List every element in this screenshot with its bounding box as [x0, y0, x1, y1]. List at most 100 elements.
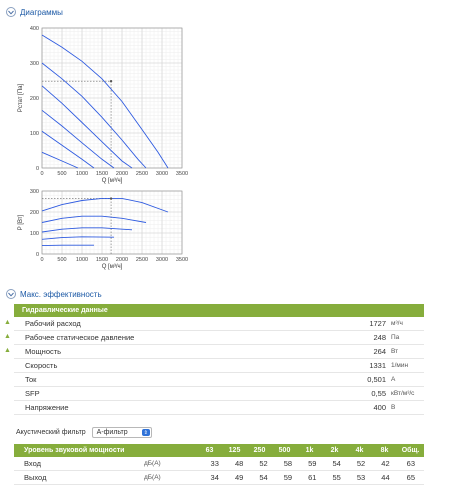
pressure-chart-y-axis-label: Pстат [Па] — [18, 84, 24, 113]
sound-power-table: Уровень звуковой мощности 63 125 250 500 1k 2… — [14, 444, 424, 485]
power-chart-y-tick-label: 200 — [30, 210, 39, 216]
sound-value-cell: 44 — [381, 473, 390, 482]
sound-band-header: 500 — [278, 447, 291, 454]
hydraulic-row-label: Рабочий расход — [25, 319, 81, 328]
pressure-chart-svg: 0 500 1000 1500 2000 2500 3000 3500 0 100 200 300 40… — [18, 26, 188, 184]
sound-band-header: 8k — [380, 447, 389, 454]
pressure-chart-y-tick-label: 300 — [30, 61, 39, 67]
power-chart-x-tick-label: 1500 — [96, 257, 108, 263]
hydraulic-row-value: 1727 — [369, 319, 386, 328]
pressure-chart-y-tick-label: 200 — [30, 96, 39, 102]
power-chart-y-tick-label: 300 — [30, 189, 39, 195]
sound-value-cell: 59 — [283, 473, 293, 482]
hydraulic-row-value: 248 — [373, 333, 386, 342]
pressure-chart-y-tick-label: 400 — [30, 26, 39, 32]
acoustic-filter-select[interactable]: А-фильтр ⇕ — [91, 427, 152, 438]
pressure-chart-x-tick-label: 2000 — [116, 171, 128, 177]
diagrams-section-header[interactable]: Диаграммы — [6, 6, 63, 18]
sound-value-cell: 58 — [283, 459, 293, 468]
pressure-chart-x-tick-label: 2500 — [136, 171, 148, 177]
hydraulic-row: ▲ Рабочее статическое давление 248 Па — [4, 331, 424, 345]
sound-row-unit: дБ(А) — [144, 460, 161, 467]
sound-band-header: 1k — [305, 447, 314, 454]
sound-header-label: Уровень звуковой мощности — [24, 447, 125, 454]
pressure-chart-series-line — [41, 62, 147, 169]
chevron-down-icon[interactable] — [6, 289, 16, 299]
hydraulic-data-table: Гидравлические данные ▲ Рабочий расход 172… — [4, 304, 424, 415]
sound-row-label: Выход — [24, 473, 47, 482]
pressure-chart-series-line — [41, 151, 79, 169]
power-chart-x-tick-label: 1000 — [76, 257, 88, 263]
select-arrows-icon[interactable]: ⇕ — [141, 429, 150, 436]
hydraulic-row: ▲ Мощность 264 Вт — [4, 345, 424, 359]
pressure-chart-y-tick-label: 0 — [36, 166, 39, 172]
sound-value-cell: 34 — [210, 473, 219, 482]
power-chart-y-axis-label: P [Вт] — [18, 214, 24, 230]
power-chart-operating-point-marker — [109, 197, 113, 200]
power-chart-plot-frame — [41, 190, 183, 255]
sound-value-cell: 53 — [356, 473, 366, 482]
power-chart: 0 500 1000 1500 2000 2500 3000 3500 0 100 200 300 Q … — [0, 185, 200, 277]
sound-value-cell: 42 — [381, 459, 390, 468]
sound-value-cell: 63 — [406, 459, 415, 468]
sound-value-cell: 54 — [259, 473, 268, 482]
acoustic-filter-label: Акустический фильтр — [16, 429, 86, 436]
hydraulic-row: SFP 0,55 кВт/м³/с — [14, 387, 424, 401]
power-chart-x-tick-label: 2000 — [116, 257, 128, 263]
power-chart-x-tick-label: 0 — [40, 257, 43, 263]
diagrams-title: Диаграммы — [20, 7, 63, 17]
hydraulic-row-value: 264 — [373, 347, 386, 356]
pressure-chart-x-tick-label: 3000 — [156, 171, 168, 177]
triangle-marker-icon: ▲ — [4, 347, 11, 354]
chevron-down-icon[interactable] — [6, 7, 16, 17]
pressure-chart-x-tick-label: 1000 — [76, 171, 88, 177]
hydraulic-row-value: 1331 — [369, 361, 386, 370]
hydraulic-header: Гидравлические данные — [14, 304, 424, 317]
power-chart-svg: 0 500 1000 1500 2000 2500 3000 3500 0 100 200 300 Q … — [18, 189, 188, 270]
pressure-chart-x-tick-label: 3500 — [176, 171, 188, 177]
efficiency-title: Макс. эффективность — [20, 289, 102, 299]
hydraulic-row-label: SFP — [25, 389, 40, 398]
power-chart-series-line — [41, 227, 133, 233]
hydraulic-row-unit: A — [391, 376, 396, 383]
triangle-marker-icon: ▲ — [4, 333, 11, 340]
hydraulic-row: ▲ Рабочий расход 1727 м³/ч — [4, 317, 424, 331]
sound-value-cell: 33 — [210, 459, 219, 468]
sound-value-cell: 48 — [234, 459, 244, 468]
hydraulic-row: Скорость 1331 1/мин — [14, 359, 424, 373]
power-chart-series-line — [41, 215, 147, 223]
efficiency-section-header[interactable]: Макс. эффективность — [6, 288, 102, 300]
hydraulic-row-value: 0,501 — [367, 375, 386, 384]
sound-row: Выход дБ(А) 34 49 54 59 61 55 53 44 65 — [14, 471, 424, 485]
sound-band-header: 63 — [205, 447, 214, 454]
sound-band-header: 2k — [330, 447, 339, 454]
hydraulic-row-unit: 1/мин — [391, 362, 409, 369]
power-chart-y-tick-label: 100 — [30, 231, 39, 237]
power-chart-series-line — [41, 236, 115, 240]
sound-value-cell: 54 — [332, 459, 341, 468]
hydraulic-row-label: Рабочее статическое давление — [25, 333, 135, 342]
pressure-chart-operating-point-marker — [109, 80, 113, 83]
sound-row: Вход дБ(А) 33 48 52 58 59 54 52 42 63 — [14, 457, 424, 471]
hydraulic-row-value: 400 — [373, 403, 386, 412]
sound-value-cell: 59 — [308, 459, 317, 468]
sound-row-unit: дБ(А) — [144, 474, 161, 481]
hydraulic-row-unit: Вт — [391, 348, 399, 355]
triangle-marker-icon: ▲ — [4, 319, 11, 326]
pressure-chart-series-line — [41, 130, 95, 169]
pressure-chart-y-tick-label: 100 — [30, 131, 39, 137]
acoustic-filter-row: Акустический фильтр А-фильтр ⇕ — [16, 427, 152, 438]
sound-band-header: 4k — [355, 447, 364, 454]
hydraulic-row-value: 0,55 — [371, 389, 386, 398]
power-chart-x-tick-label: 3000 — [156, 257, 168, 263]
hydraulic-row-unit: Па — [391, 334, 400, 341]
hydraulic-row-label: Мощность — [25, 347, 62, 356]
sound-value-cell: 52 — [259, 459, 268, 468]
sound-value-cell: 49 — [234, 473, 244, 482]
power-chart-x-axis-label: Q [м³/ч] — [102, 264, 123, 270]
sound-row-label: Вход — [24, 459, 41, 468]
hydraulic-row-label: Ток — [25, 375, 37, 384]
pressure-chart-x-tick-label: 500 — [57, 171, 66, 177]
pressure-chart-x-axis-label: Q [м³/ч] — [102, 178, 123, 184]
power-chart-x-tick-label: 500 — [57, 257, 66, 263]
